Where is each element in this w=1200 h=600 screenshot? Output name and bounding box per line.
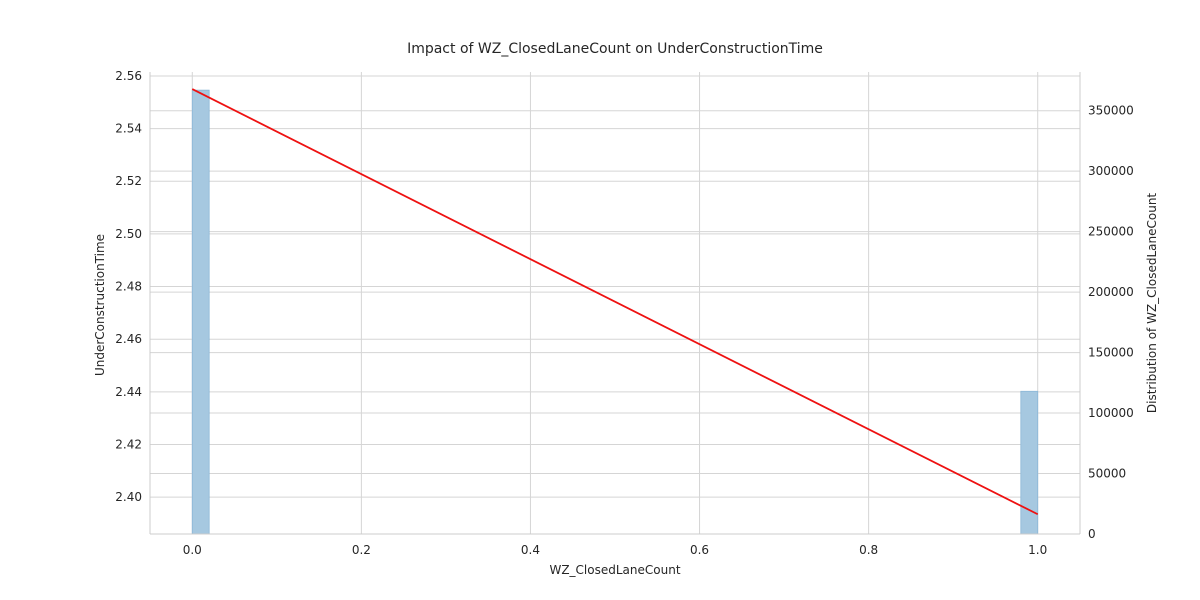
y2-tick-label: 350000	[1088, 104, 1134, 118]
trend-line	[191, 88, 1039, 516]
chart-title: Impact of WZ_ClosedLaneCount on UnderCon…	[407, 41, 823, 57]
y2-tick-label: 200000	[1088, 285, 1134, 299]
histogram-layer	[191, 89, 1039, 535]
y-tick-label: 2.40	[115, 490, 142, 504]
y2-tick-label: 250000	[1088, 225, 1134, 239]
y-tick-label: 2.56	[115, 69, 142, 83]
y-tick-label: 2.54	[115, 122, 142, 136]
grid-layer	[150, 72, 1080, 535]
y2-tick-label: 300000	[1088, 164, 1134, 178]
x-tick-label: 0.0	[183, 543, 202, 557]
y-tick-label: 2.46	[115, 332, 142, 346]
y-axis-label: UnderConstructionTime	[93, 234, 107, 376]
y2-axis-label: Distribution of WZ_ClosedLaneCount	[1145, 193, 1159, 414]
y-tick-label: 2.48	[115, 280, 142, 294]
y2-tick-label: 100000	[1088, 406, 1134, 420]
x-tick-label: 0.8	[859, 543, 878, 557]
line-layer	[191, 88, 1039, 516]
spine-layer	[149, 72, 1081, 535]
y2-tick-label: 50000	[1088, 467, 1126, 481]
y2-tick-label: 0	[1088, 527, 1096, 541]
y-tick-label: 2.44	[115, 385, 142, 399]
y-tick-label: 2.50	[115, 227, 142, 241]
x-tick-label: 0.6	[690, 543, 709, 557]
y2-tick-label: 150000	[1088, 346, 1134, 360]
x-tick-label: 0.2	[352, 543, 371, 557]
histogram-bar	[191, 89, 210, 535]
y-tick-label: 2.42	[115, 437, 142, 451]
x-tick-label: 0.4	[521, 543, 540, 557]
y-tick-label: 2.52	[115, 174, 142, 188]
x-tick-label: 1.0	[1028, 543, 1047, 557]
tick-layer: 0.0 0.2 0.4 0.6 0.8 1.0 2.40 2.42 2.44 2.46 2.48 2.…	[115, 69, 1134, 557]
x-axis-label: WZ_ClosedLaneCount	[549, 563, 680, 577]
